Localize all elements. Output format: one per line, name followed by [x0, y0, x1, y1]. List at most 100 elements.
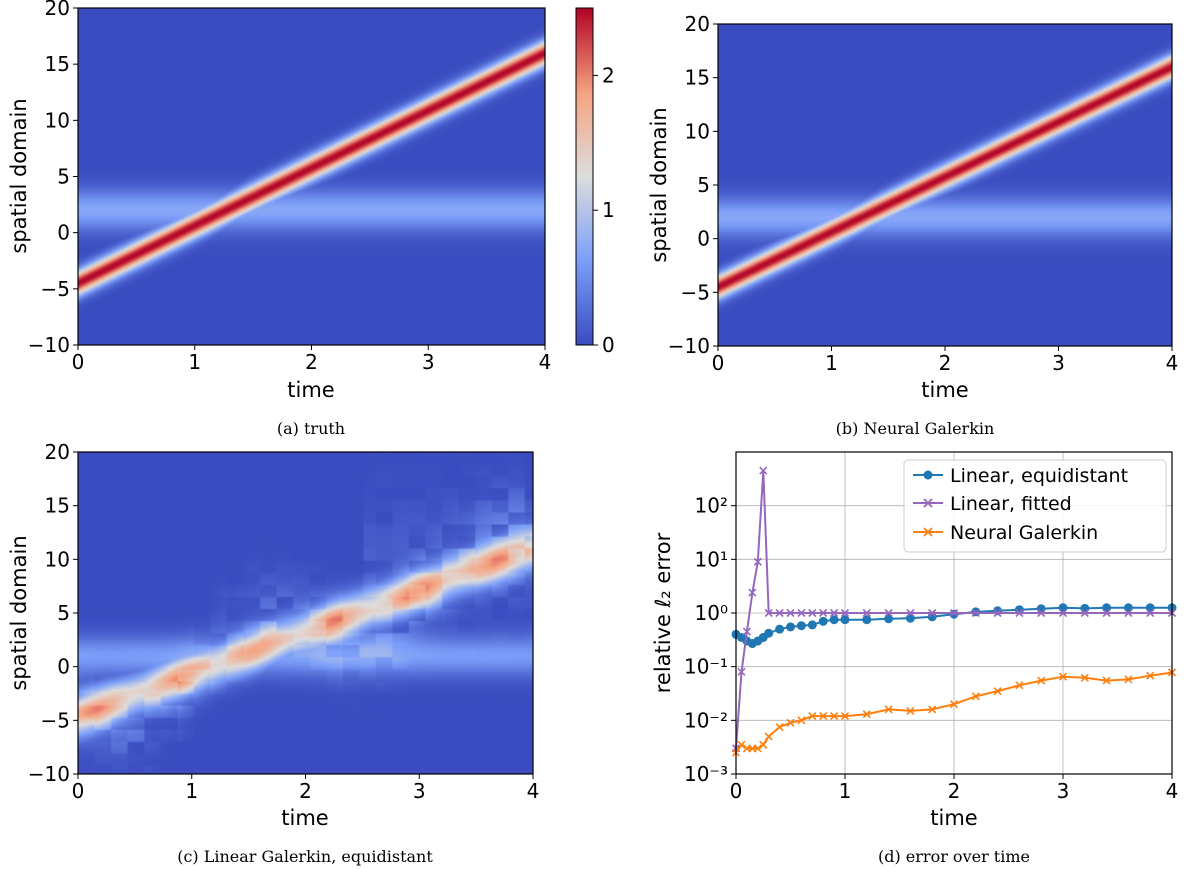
legend-label-linear-equidistant: Linear, equidistant [950, 465, 1128, 487]
data-point [796, 621, 806, 631]
x-tick-label: 3 [1052, 351, 1065, 375]
x-axis-label: time [287, 378, 334, 402]
y-tick-label: 10² [695, 494, 728, 518]
caption-d: (d) error over time [878, 847, 1030, 866]
y-tick-label: 10 [45, 547, 70, 571]
panel-d-error: 0 1 2 3 4 10⁻³ 10⁻² 10⁻¹ 10⁰ 10¹ 10² time relativ… [651, 451, 1179, 866]
caption-c: (c) Linear Galerkin, equidistant [177, 847, 433, 866]
y-tick-label: −10 [28, 762, 70, 786]
data-point [759, 740, 768, 749]
y-ticks: −10 −5 0 5 10 15 20 [668, 12, 718, 358]
data-point [993, 608, 1002, 618]
data-point [1037, 608, 1046, 618]
x-tick-label: 1 [185, 779, 198, 803]
colorbar-tick-label: 0 [602, 333, 615, 357]
data-point [928, 705, 937, 714]
x-tick-label: 0 [72, 779, 85, 803]
caption-a: (a) truth [277, 419, 345, 438]
y-tick-label: −5 [41, 708, 70, 732]
y-tick-label: 20 [45, 440, 70, 464]
x-ticks: 0 1 2 3 4 [730, 774, 1179, 803]
data-point [737, 667, 746, 676]
y-tick-label: 15 [45, 494, 70, 518]
data-point [786, 718, 795, 727]
y-tick-label: −5 [681, 280, 710, 304]
x-tick-label: 1 [839, 779, 852, 803]
data-point [884, 608, 893, 618]
legend-box [903, 459, 1167, 553]
x-tick-label: 4 [1166, 779, 1179, 803]
data-point [797, 716, 806, 725]
data-point [949, 609, 959, 619]
data-point [807, 620, 817, 630]
data-point [949, 608, 959, 618]
y-axis-label: spatial domain [7, 98, 31, 253]
x-tick-label: 2 [299, 779, 312, 803]
data-point [1102, 608, 1111, 618]
data-point [884, 705, 893, 714]
data-point [1146, 671, 1155, 680]
x-tick-label: 2 [939, 351, 952, 375]
data-point [862, 608, 871, 618]
data-point [775, 722, 784, 732]
data-point [1058, 608, 1068, 618]
data-point [862, 710, 871, 719]
y-axis-label: spatial domain [647, 107, 671, 262]
data-point [1102, 676, 1111, 685]
colorbar-tick-label: 1 [602, 198, 615, 222]
data-point [1058, 672, 1068, 681]
data-point [862, 615, 872, 625]
y-tick-label: 0 [57, 655, 70, 679]
y-tick-label: 15 [685, 66, 710, 90]
y-tick-label: 10 [685, 119, 710, 143]
legend: Linear, equidistant Linear, fitted Neura… [903, 459, 1167, 553]
x-ticks: 0 1 2 3 4 [72, 774, 540, 803]
data-point [808, 712, 817, 721]
data-point [764, 628, 774, 638]
data-point [808, 608, 817, 618]
heatmap-truth [78, 8, 545, 345]
data-point [993, 687, 1002, 696]
heatmap-neural-galerkin [718, 24, 1172, 346]
y-ticks: −10 −5 0 5 10 15 20 [28, 0, 78, 357]
data-point [753, 744, 762, 753]
x-ticks: 0 1 2 3 4 [712, 346, 1179, 375]
x-axis-label: time [930, 806, 977, 830]
y-tick-label: −5 [41, 277, 70, 301]
y-tick-label: 10¹ [695, 547, 728, 571]
x-tick-label: 3 [1057, 779, 1070, 803]
x-tick-label: 4 [1166, 351, 1179, 375]
y-ticks: 10⁻³ 10⁻² 10⁻¹ 10⁰ 10¹ 10² [684, 494, 736, 786]
x-tick-label: 1 [825, 351, 838, 375]
data-point [1146, 608, 1155, 618]
y-tick-label: 20 [45, 0, 70, 20]
legend-label-neural-galerkin: Neural Galerkin [950, 522, 1098, 544]
series [731, 466, 1177, 757]
data-point [759, 466, 768, 475]
data-point [764, 732, 773, 741]
x-tick-label: 0 [72, 350, 85, 374]
data-point [840, 712, 850, 721]
x-tick-label: 3 [413, 779, 426, 803]
data-point [906, 706, 915, 715]
data-point [764, 608, 773, 618]
y-tick-label: 5 [57, 165, 70, 189]
y-tick-label: 10⁻¹ [684, 655, 728, 679]
x-tick-label: 4 [527, 779, 540, 803]
data-point [786, 608, 795, 618]
data-point [884, 614, 894, 624]
y-ticks: −10 −5 0 5 10 15 20 [28, 440, 78, 786]
data-point [971, 692, 980, 701]
data-point [971, 607, 981, 617]
y-tick-label: 5 [697, 173, 710, 197]
x-tick-label: 3 [422, 350, 435, 374]
data-point [1124, 608, 1133, 618]
data-point [1080, 673, 1089, 682]
y-tick-label: 10⁰ [695, 601, 728, 625]
y-tick-label: −10 [668, 334, 710, 358]
y-tick-label: 0 [57, 221, 70, 245]
x-axis-label: time [281, 806, 328, 830]
data-point [819, 712, 828, 721]
legend-marker-neural-galerkin [923, 527, 933, 537]
data-point [786, 622, 795, 632]
